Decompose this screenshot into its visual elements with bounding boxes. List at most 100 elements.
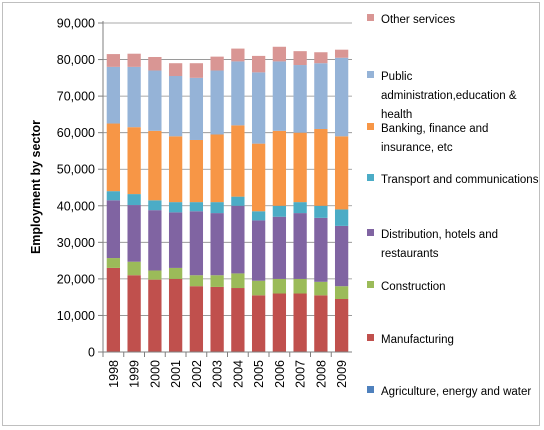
bar-segment [314, 129, 328, 206]
x-tick-label: 2007 [294, 360, 308, 388]
legend-swatch [367, 123, 374, 130]
bar-segment [251, 211, 266, 221]
bar-segment [189, 63, 204, 78]
bar-segment [189, 275, 204, 287]
bar-segment [272, 46, 287, 62]
chart-frame [2, 2, 540, 426]
x-tick-labels: 1998 1999 2000 2001 2002 2003 2004 2005 2006 2007… [102, 352, 349, 388]
bar-segment [334, 57, 349, 137]
bar-segment [210, 134, 224, 203]
bar-segment [272, 293, 287, 352]
bar-segment [251, 72, 266, 144]
bar-segment [106, 191, 121, 201]
bar-segment [293, 278, 307, 294]
bar-segment [148, 270, 162, 280]
y-tick-label: 30,000 [57, 236, 95, 250]
x-tick-label: 2002 [190, 360, 204, 388]
x-tick-label: 2009 [335, 360, 349, 388]
bar-segment [106, 267, 121, 352]
x-tick-label: 2000 [148, 360, 162, 388]
bar-segment [231, 196, 245, 206]
bar-segment [251, 280, 266, 296]
legend-swatch [367, 14, 374, 21]
legend-label: Banking, finance and insurance, etc [381, 123, 488, 154]
bar-segment [272, 278, 287, 294]
bar-segment [127, 53, 141, 67]
legend-swatch [367, 229, 374, 236]
legend-swatch [367, 334, 374, 341]
bar-segment [334, 209, 349, 226]
x-tick-label: 1998 [107, 360, 121, 388]
bar-segment [148, 210, 162, 271]
bar-segment [210, 213, 224, 276]
legend-label: Agriculture, energy and water [381, 386, 531, 398]
bar-segment [251, 143, 266, 212]
bar-segment [148, 70, 162, 131]
bar-segment [189, 77, 204, 140]
bar-segment [189, 139, 204, 203]
bar-segment [148, 130, 162, 201]
legend-label: Other services [381, 14, 455, 26]
bar-segment [210, 56, 224, 71]
bar-segment [127, 275, 141, 352]
bar-segment [127, 127, 141, 195]
bar-segment [293, 293, 307, 352]
bar-segment [272, 61, 287, 131]
x-tick-label: 1999 [128, 360, 142, 388]
bar-segment [314, 295, 328, 352]
bar-segment [210, 202, 224, 214]
bar-segment [127, 205, 141, 262]
bar-segment [168, 76, 183, 137]
bar-segment [106, 66, 121, 124]
bar-segment [127, 66, 141, 128]
bar-segment [293, 132, 307, 203]
bar-segment [231, 273, 245, 289]
legend-label: Public administration,education & health [381, 71, 517, 121]
bar-segment [168, 278, 183, 352]
bar-segment [231, 48, 245, 62]
x-tick-label: 2005 [252, 360, 266, 388]
bar-segment [231, 125, 245, 197]
bar-segment [314, 281, 328, 296]
bar-segment [251, 220, 266, 281]
bar-segment [293, 202, 307, 214]
y-tick-label: 20,000 [57, 272, 95, 286]
bar-segment [148, 200, 162, 211]
bar-segment [168, 267, 183, 279]
y-tick-label: 40,000 [57, 199, 95, 213]
bar-segment [148, 56, 162, 71]
bar-segment [210, 70, 224, 135]
bar-segment [106, 258, 121, 268]
legend-swatch [367, 71, 374, 78]
bar-segment [168, 202, 183, 213]
x-tick-label: 2008 [314, 360, 328, 388]
y-tick-label: 0 [88, 346, 95, 360]
bar-segment [127, 261, 141, 276]
bar-segment [272, 130, 287, 206]
bar-segment [314, 52, 328, 64]
bar-segment [231, 61, 245, 126]
bar-segment [210, 286, 224, 352]
bar-segment [293, 65, 307, 133]
bar-segment [334, 225, 349, 287]
legend-label: Transport and communications [381, 174, 539, 186]
y-tick-labels: 0 10,000 20,000 30,000 40,000 50,000 60,000 70,… [57, 17, 95, 360]
y-tick-label: 50,000 [57, 163, 95, 177]
x-tick-label: 2001 [169, 360, 183, 388]
bar-segment [251, 55, 266, 73]
bar-segment [231, 205, 245, 274]
bar-segment [314, 217, 328, 282]
gridlines [98, 22, 352, 353]
x-tick-label: 2004 [231, 360, 245, 388]
bar-segment [334, 286, 349, 299]
bar-segment [189, 202, 204, 212]
bar-segment [127, 194, 141, 206]
legend-label: Distribution, hotels and restaurants [381, 229, 498, 260]
bars [106, 46, 349, 352]
bar-segment [168, 136, 183, 203]
bar-segment [272, 205, 287, 217]
x-tick-label: 2006 [273, 360, 287, 388]
legend-swatch [367, 386, 374, 393]
y-tick-label: 70,000 [57, 90, 95, 104]
